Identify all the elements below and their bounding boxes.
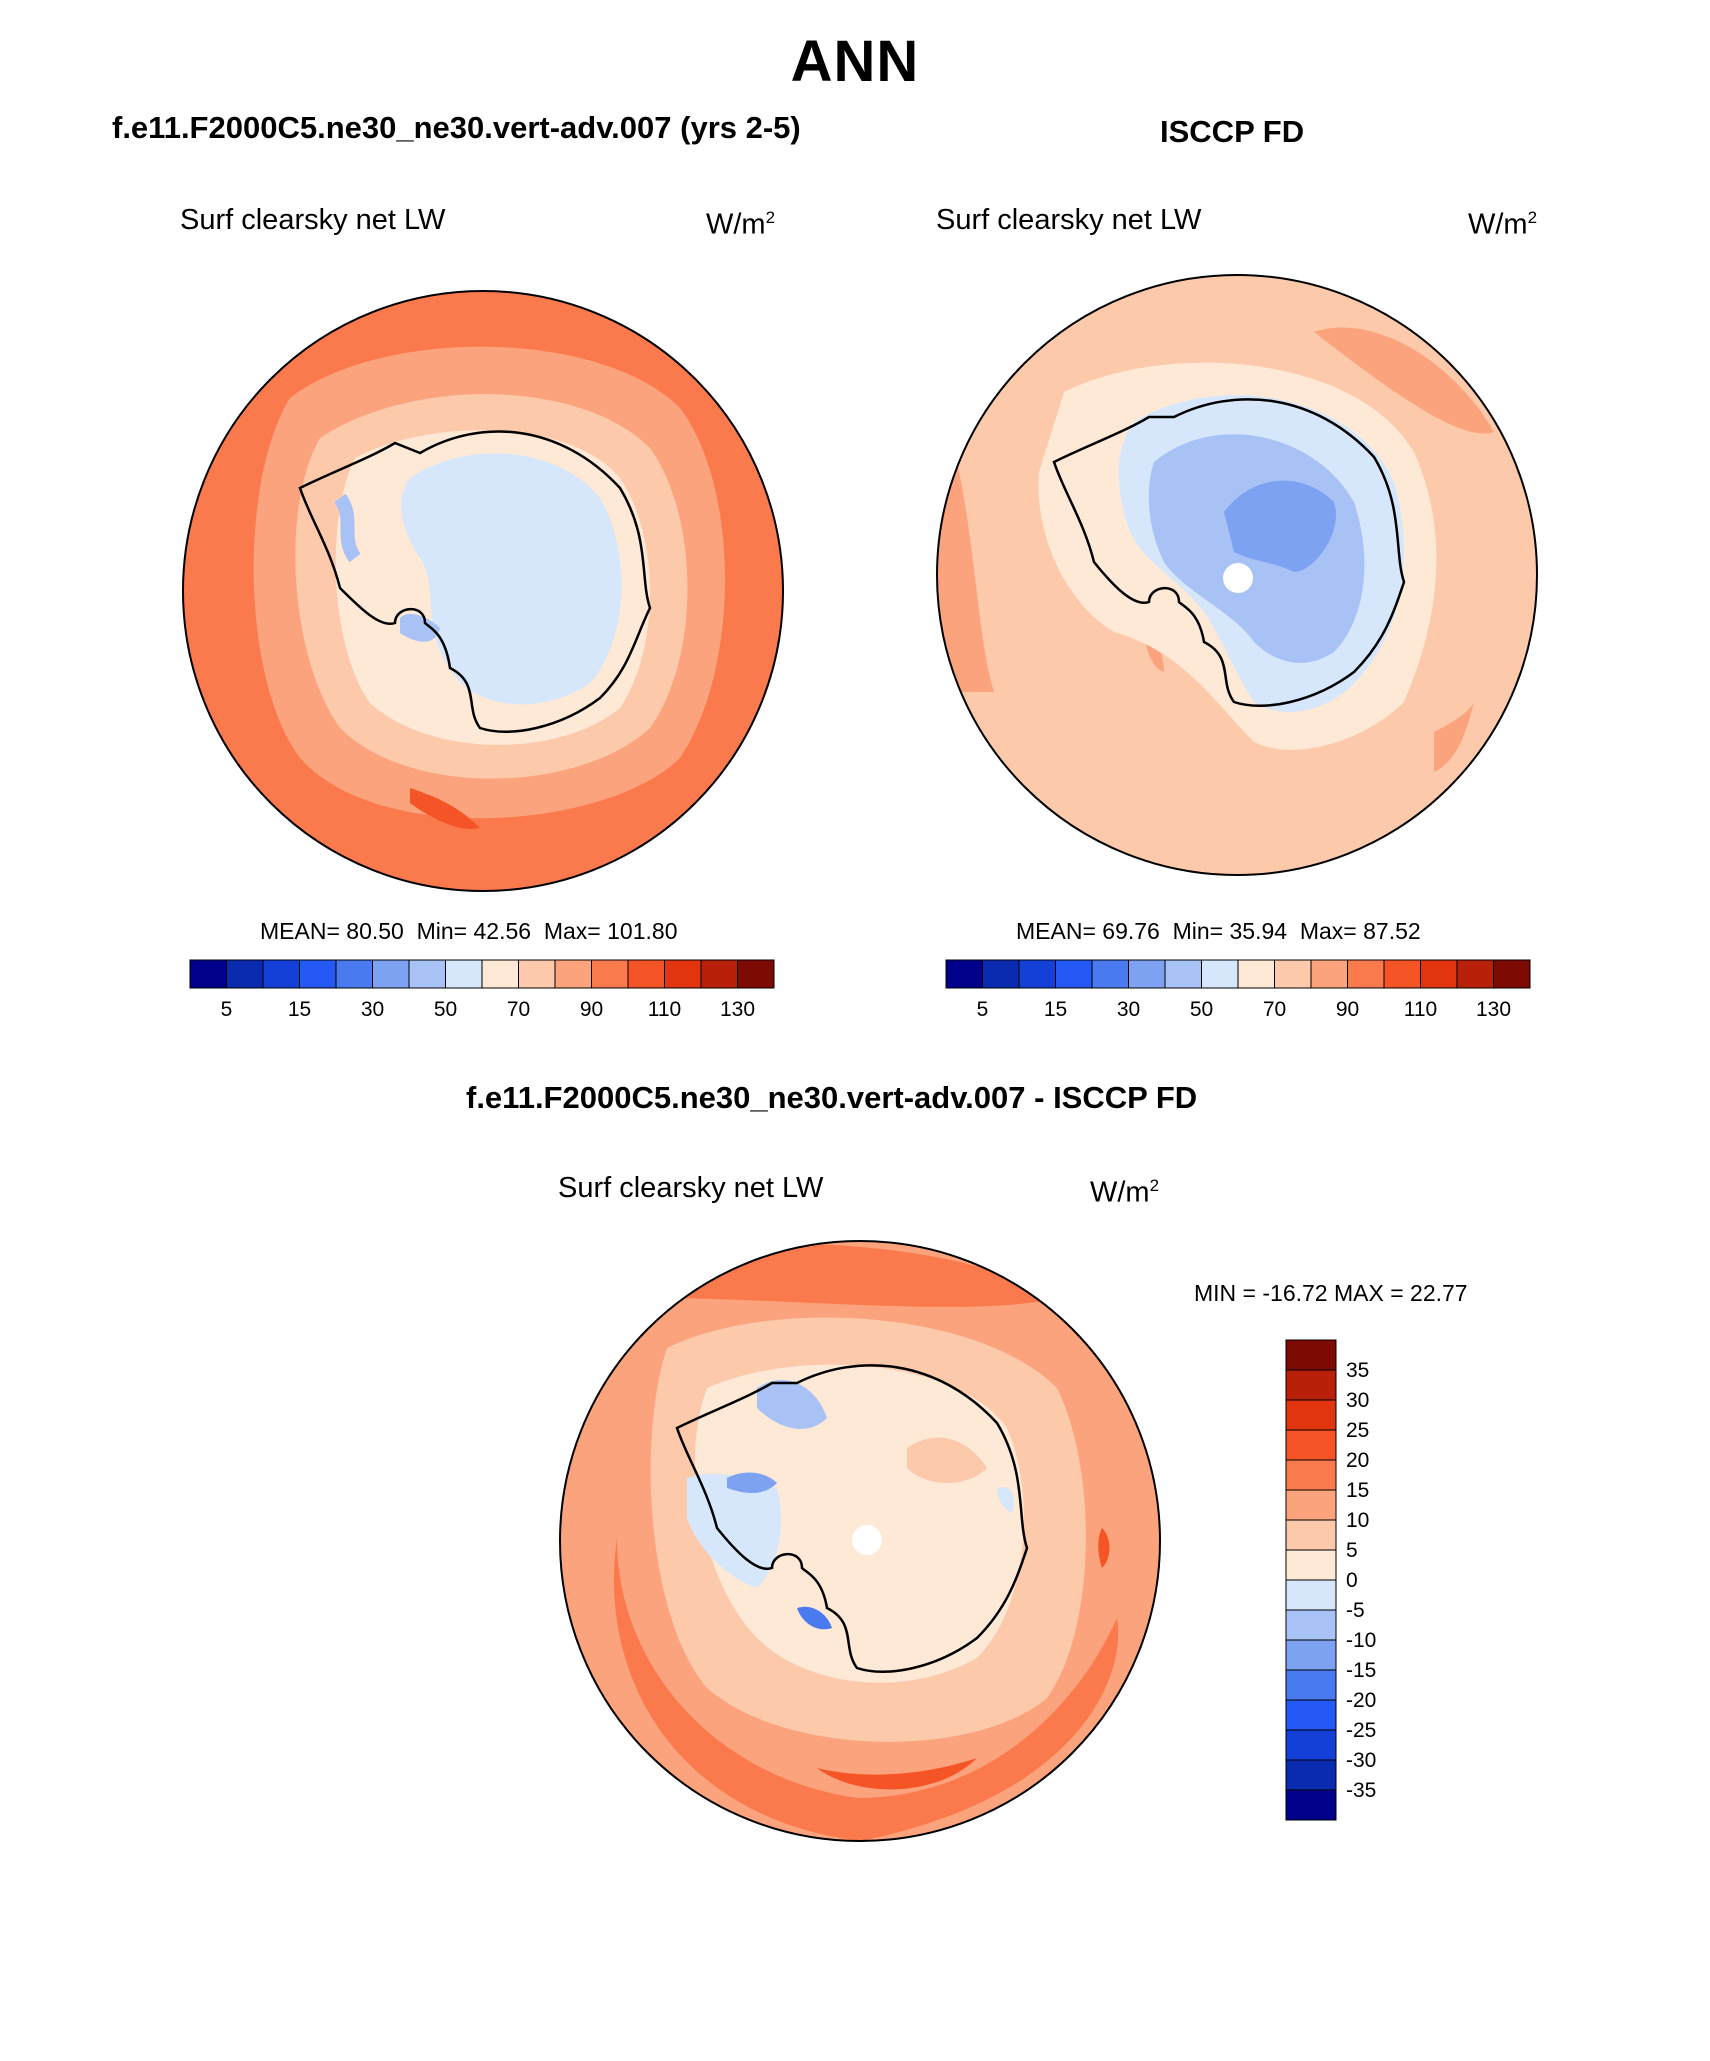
obs-colorbar-swatch [1201,959,1239,989]
obs-colorbar-swatch [1018,959,1056,989]
model-colorbar-swatch [700,959,738,989]
model-colorbar-swatch [226,959,264,989]
obs-colorbar-tick-label: 130 [1476,998,1511,1021]
diff-colorbar-swatch [1285,1759,1337,1791]
obs-colorbar-swatch [1128,959,1166,989]
figure-title: ANN [790,29,920,94]
diff-colorbar-swatch [1285,1609,1337,1641]
model-colorbar-swatch [664,959,702,989]
model-colorbar-tick-label: 110 [648,998,681,1021]
model-colorbar-tick-label: 90 [580,998,603,1021]
obs-colorbar-swatch [1493,959,1531,989]
obs-colorbar-tick-label: 5 [977,998,989,1021]
model-polar-map [182,290,784,892]
diff-colorbar: 35 30 25 20 15 10 5 0 -5 -10 -15 -20 -25 -30 -35 [1285,1339,1376,1821]
diff-colorbar-swatch [1285,1369,1337,1401]
diff-units: W/m2 [1090,1176,1160,1209]
obs-colorbar-swatch [1383,959,1421,989]
obs-colorbar-swatch [1237,959,1275,989]
diff-colorbar-tick-label: 0 [1346,1569,1358,1592]
obs-colorbar-swatch [1310,959,1348,989]
diff-colorbar-swatch [1285,1669,1337,1701]
diff-colorbar-swatch [1285,1639,1337,1671]
diff-colorbar-swatch [1285,1579,1337,1611]
diff-variable-label: Surf clearsky net LW [558,1172,824,1204]
diff-colorbar-tick-label: 5 [1346,1539,1358,1562]
obs-colorbar: 5 15 30 50 70 90 110 130 [945,959,1531,1021]
obs-case-title: ISCCP FD [1160,114,1305,149]
diff-colorbar-swatch [1285,1549,1337,1581]
obs-colorbar-tick-label: 50 [1190,998,1213,1021]
diff-colorbar-swatch [1285,1459,1337,1491]
diff-colorbar-tick-label: -35 [1346,1779,1376,1802]
model-colorbar-swatch [335,959,373,989]
diff-colorbar-tick-label: 20 [1346,1449,1369,1472]
diff-colorbar-swatch [1285,1519,1337,1551]
model-colorbar-swatch [737,959,775,989]
model-colorbar-swatch [445,959,483,989]
diff-colorbar-swatch [1285,1339,1337,1371]
obs-colorbar-tick-label: 70 [1263,998,1286,1021]
obs-polar-map [936,274,1538,876]
model-colorbar-swatch [591,959,629,989]
model-variable-label: Surf clearsky net LW [180,204,446,236]
model-case-title: f.e11.F2000C5.ne30_ne30.vert-adv.007 (yr… [112,110,801,145]
diff-colorbar-tick-label: -25 [1346,1719,1376,1742]
obs-colorbar-swatch [1274,959,1312,989]
obs-units: W/m2 [1468,208,1538,241]
obs-colorbar-tick-label: 90 [1336,998,1359,1021]
diff-colorbar-tick-label: 15 [1346,1479,1369,1502]
obs-colorbar-swatch [1164,959,1202,989]
obs-colorbar-swatch [1091,959,1129,989]
obs-colorbar-swatch [1055,959,1093,989]
model-colorbar-swatch [481,959,519,989]
diff-colorbar-tick-label: 35 [1346,1359,1369,1382]
model-colorbar-swatch [627,959,665,989]
obs-colorbar-swatch [1420,959,1458,989]
diff-colorbar-tick-label: 10 [1346,1509,1369,1532]
diff-case-title: f.e11.F2000C5.ne30_ne30.vert-adv.007 - I… [466,1080,1198,1115]
model-colorbar-swatch [554,959,592,989]
model-colorbar-tick-label: 50 [434,998,457,1021]
model-colorbar-tick-label: 30 [361,998,384,1021]
model-colorbar-swatch [299,959,337,989]
model-colorbar-swatch [372,959,410,989]
model-colorbar-tick-label: 130 [720,998,755,1021]
diff-colorbar-tick-label: -15 [1346,1659,1376,1682]
model-colorbar-swatch [408,959,446,989]
diff-colorbar-tick-label: 25 [1346,1419,1369,1442]
model-colorbar: 5 15 30 50 70 90 110 130 [189,959,775,1021]
diff-colorbar-tick-label: -5 [1346,1599,1365,1622]
obs-colorbar-tick-label: 15 [1044,998,1067,1021]
diff-colorbar-tick-label: -10 [1346,1629,1376,1652]
diff-colorbar-swatch [1285,1789,1337,1821]
model-colorbar-swatch [262,959,300,989]
diff-colorbar-swatch [1285,1429,1337,1461]
diff-colorbar-swatch [1285,1399,1337,1431]
diff-polar-map [559,1240,1161,1842]
model-colorbar-tick-label: 70 [507,998,530,1021]
diff-colorbar-swatch [1285,1489,1337,1521]
obs-colorbar-tick-label: 30 [1117,998,1140,1021]
diff-colorbar-tick-label: -30 [1346,1749,1376,1772]
obs-colorbar-swatch [945,959,983,989]
diff-minmax: MIN = -16.72 MAX = 22.77 [1194,1280,1468,1306]
obs-variable-label: Surf clearsky net LW [936,204,1202,236]
obs-stats: MEAN= 69.76 Min= 35.94 Max= 87.52 [1016,918,1421,944]
obs-colorbar-tick-label: 110 [1404,998,1437,1021]
model-units: W/m2 [706,208,776,241]
diff-colorbar-tick-label: -20 [1346,1689,1376,1712]
obs-colorbar-swatch [982,959,1020,989]
diff-colorbar-swatch [1285,1699,1337,1731]
obs-colorbar-swatch [1347,959,1385,989]
diff-colorbar-tick-label: 30 [1346,1389,1369,1412]
diff-colorbar-swatch [1285,1729,1337,1761]
model-stats: MEAN= 80.50 Min= 42.56 Max= 101.80 [260,918,678,944]
model-colorbar-swatch [189,959,227,989]
model-colorbar-tick-label: 5 [221,998,233,1021]
model-colorbar-tick-label: 15 [288,998,311,1021]
model-colorbar-swatch [518,959,556,989]
obs-colorbar-swatch [1456,959,1494,989]
